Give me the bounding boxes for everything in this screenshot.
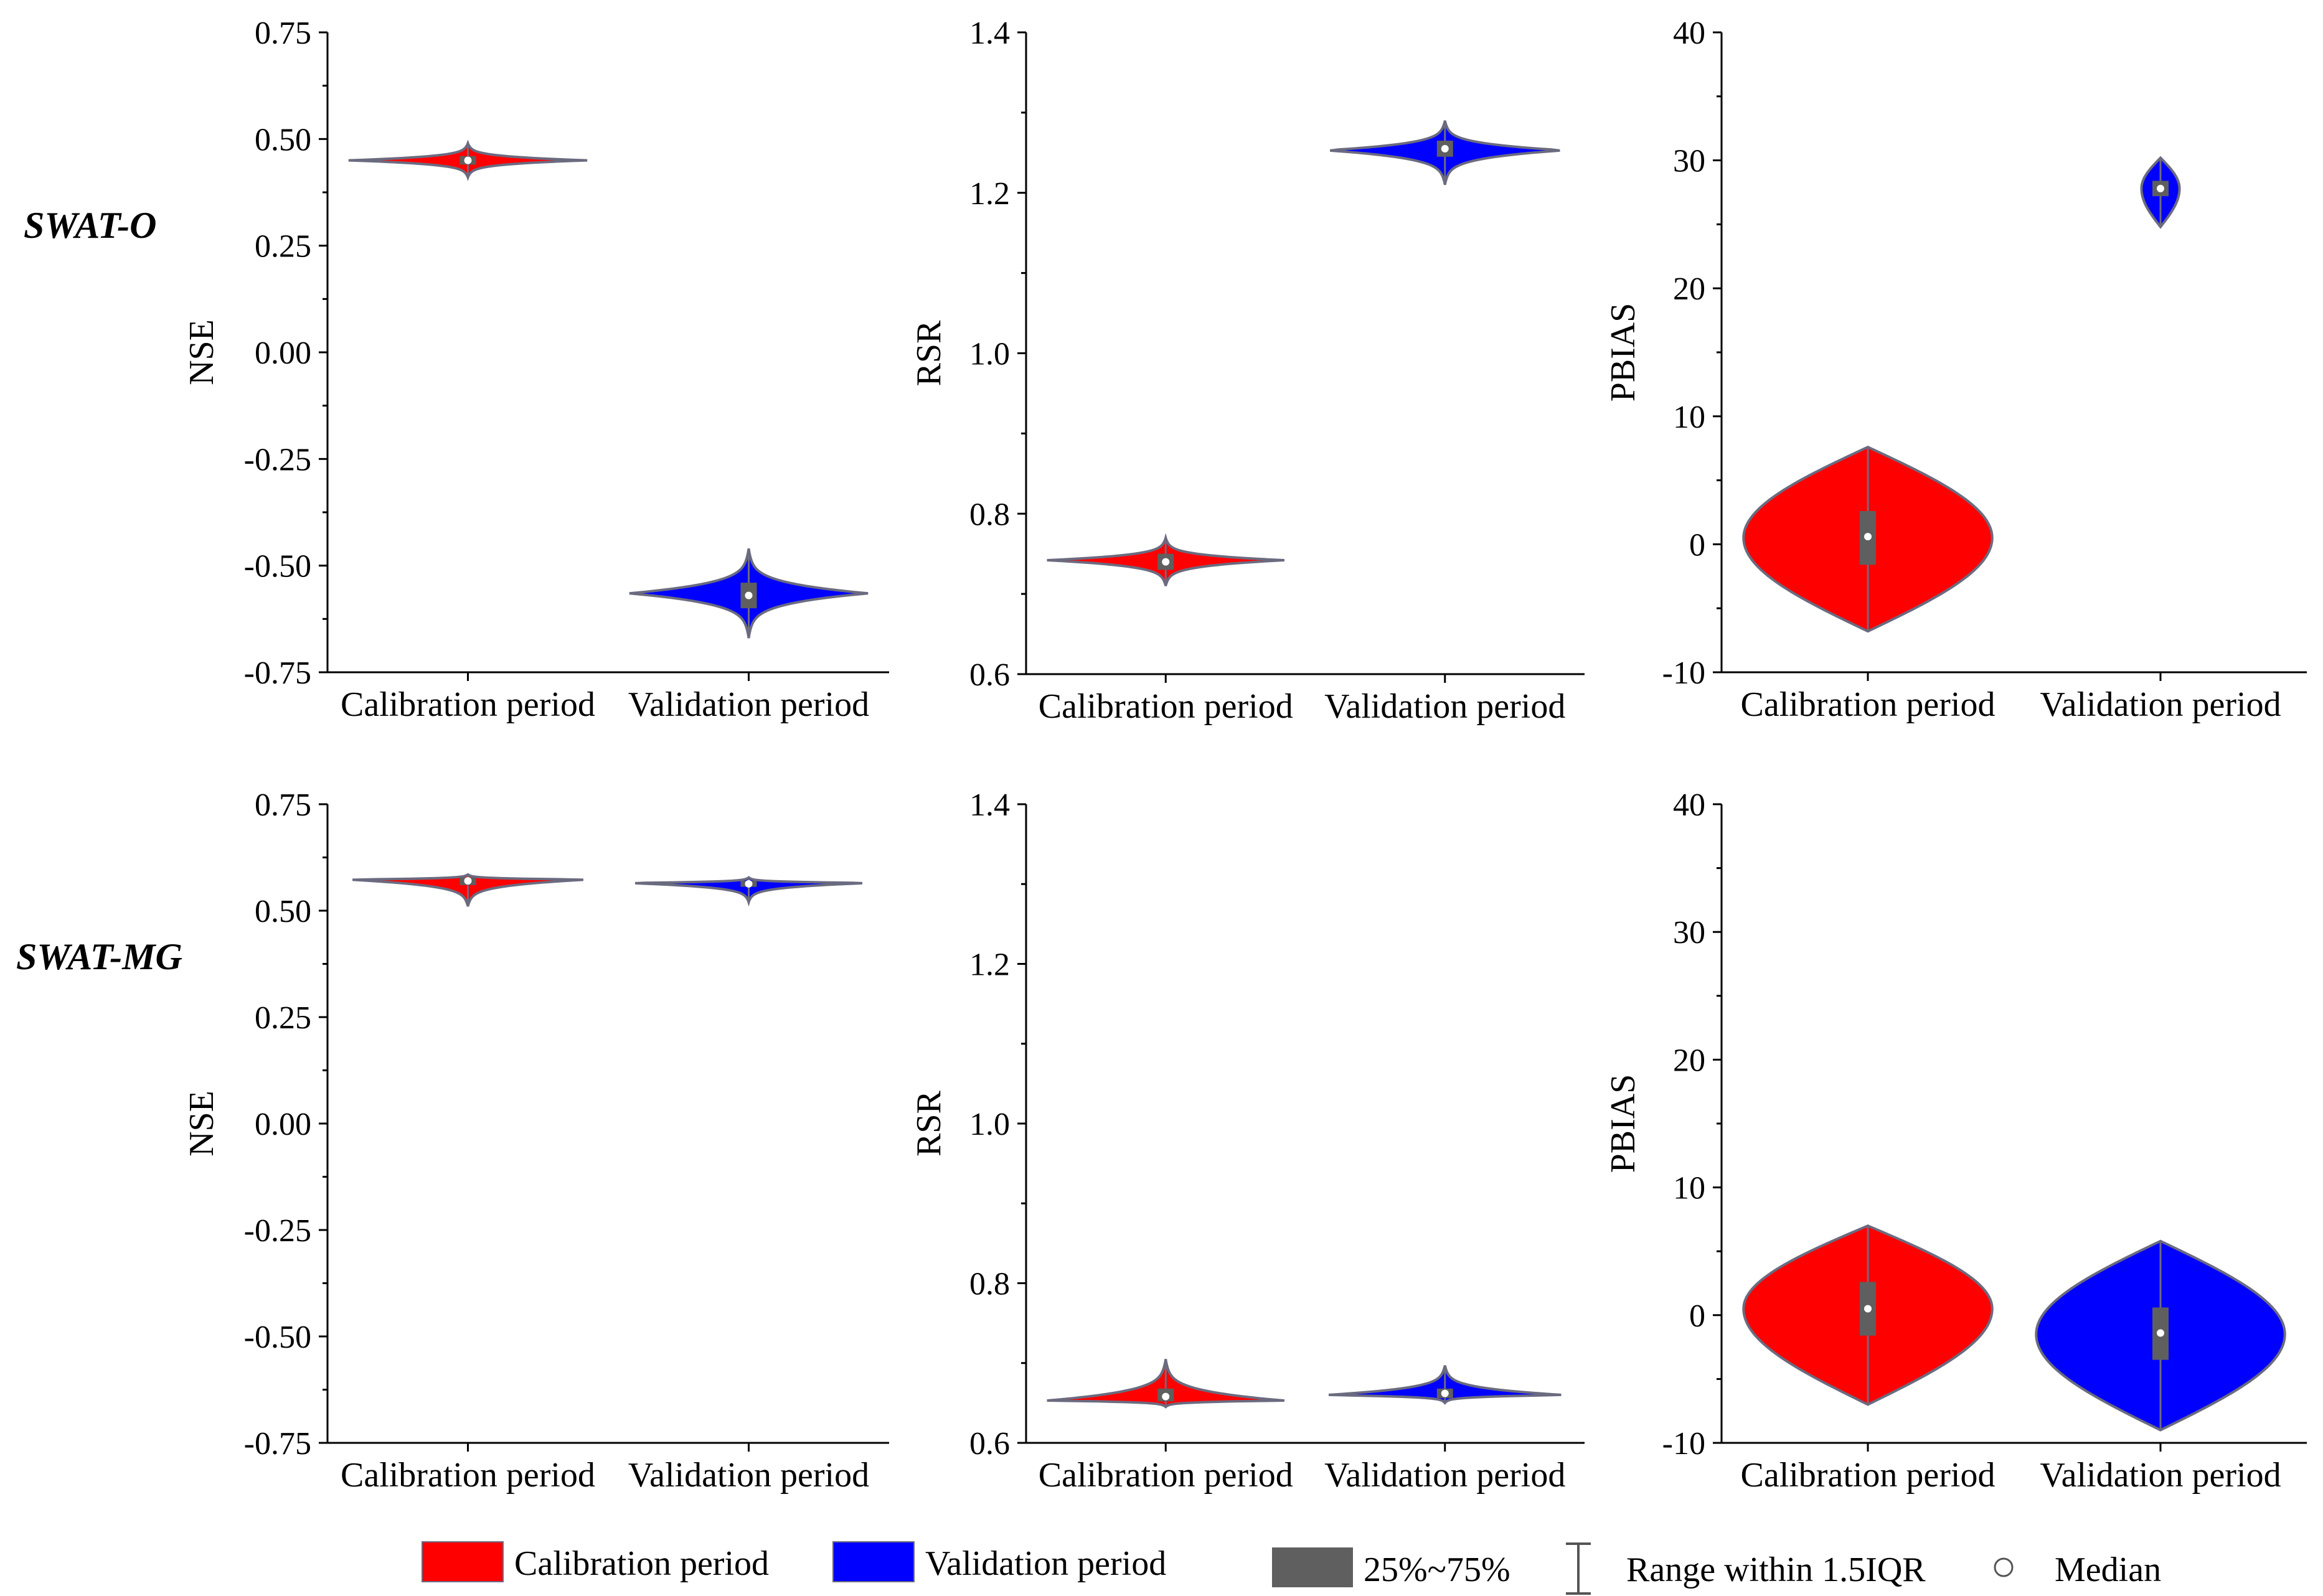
y-tick-label: -10 — [1662, 1426, 1705, 1462]
median-marker — [1441, 144, 1449, 153]
x-category-label: Validation period — [1324, 1456, 1565, 1495]
y-tick-label: 30 — [1673, 915, 1705, 951]
legend-label-range: Range within 1.5IQR — [1626, 1551, 1926, 1589]
row-label-swat-o: SWAT-O — [24, 205, 156, 246]
y-tick-label: -10 — [1662, 655, 1705, 691]
x-category-label: Calibration period — [341, 685, 595, 724]
median-marker — [464, 877, 472, 885]
legend-swatch-box — [1272, 1547, 1353, 1587]
y-tick-label: 1.2 — [969, 947, 1010, 983]
y-tick-label: 20 — [1673, 1043, 1705, 1078]
y-tick-label: 0.25 — [255, 229, 311, 265]
y-tick-label: 1.4 — [969, 787, 1010, 823]
legend: Calibration period Validation period 25%… — [422, 1541, 2161, 1595]
legend-range-icon — [1566, 1542, 1591, 1595]
x-category-label: Calibration period — [1740, 1456, 1995, 1495]
y-tick-label: 0.00 — [255, 1107, 311, 1142]
x-category-label: Validation period — [2040, 685, 2281, 724]
y-tick-label: -0.50 — [244, 1320, 311, 1355]
y-tick-label: 0.25 — [255, 1000, 311, 1036]
legend-swatch-validation — [832, 1541, 915, 1582]
median-marker — [1441, 1389, 1449, 1397]
y-tick-label: 0.75 — [255, 16, 311, 51]
panel-nse-swat-mg: 0.75 0.50 0.25 0.00 -0.25 -0.50 -0.75 Calibrati… — [182, 787, 889, 1495]
x-category-label: Validation period — [1324, 687, 1565, 726]
y-tick-label: -0.75 — [244, 1426, 311, 1462]
y-tick-label: 0.75 — [255, 787, 311, 823]
y-tick-label: 1.2 — [969, 176, 1010, 212]
y-axis-label: RSR — [910, 1090, 948, 1156]
panel-pbias-swat-o: 40 30 20 10 0 -10 Calibration period Validation… — [1604, 16, 2307, 724]
y-tick-label: -0.25 — [244, 442, 311, 477]
legend-label-calibration: Calibration period — [514, 1544, 769, 1583]
y-tick-label: 40 — [1673, 787, 1705, 823]
legend-swatch-calibration — [422, 1541, 504, 1582]
y-tick-label: -0.50 — [244, 549, 311, 584]
y-tick-label: 1.0 — [969, 337, 1010, 372]
legend-label-median: Median — [2055, 1551, 2161, 1589]
median-marker — [745, 591, 753, 599]
median-marker — [1864, 1305, 1872, 1313]
y-tick-label: 0.00 — [255, 336, 311, 371]
y-tick-label: 1.4 — [969, 16, 1010, 51]
y-tick-label: 0.6 — [969, 657, 1010, 693]
y-tick-label: 0 — [1689, 527, 1705, 563]
panel-rsr-swat-o: 1.4 1.2 1.0 0.8 0.6 Calibration period Validat… — [910, 16, 1585, 726]
axes — [326, 804, 889, 1444]
y-axis-label: NSE — [182, 319, 221, 385]
median-marker — [1162, 558, 1170, 566]
row-label-swat-mg: SWAT-MG — [16, 936, 182, 977]
median-marker — [1162, 1392, 1170, 1401]
panel-pbias-swat-mg: 40 30 20 10 0 -10 Calibration period Validation… — [1604, 787, 2307, 1495]
y-tick-label: 10 — [1673, 1171, 1705, 1206]
x-category-label: Validation period — [628, 1456, 869, 1495]
x-category-label: Validation period — [2040, 1456, 2281, 1495]
legend-label-validation: Validation period — [925, 1544, 1166, 1583]
y-tick-label: 1.0 — [969, 1107, 1010, 1142]
median-marker — [464, 156, 472, 164]
axes — [1025, 804, 1585, 1444]
panel-rsr-swat-mg: 1.4 1.2 1.0 0.8 0.6 Calibration period Validat… — [910, 787, 1585, 1495]
y-axis-label: NSE — [182, 1091, 221, 1157]
x-category-label: Calibration period — [1740, 685, 1995, 724]
x-category-label: Validation period — [628, 685, 869, 724]
y-tick-label: 40 — [1673, 16, 1705, 51]
axes — [1025, 32, 1585, 675]
x-category-label: Calibration period — [341, 1456, 595, 1495]
median-marker — [2157, 184, 2164, 192]
y-axis-label: RSR — [910, 320, 948, 386]
y-tick-label: 0.8 — [969, 497, 1010, 532]
panel-nse-swat-o: 0.75 0.50 0.25 0.00 -0.25 -0.50 -0.75 Calibrati… — [182, 16, 889, 724]
median-marker — [745, 880, 753, 888]
axes — [326, 32, 889, 674]
x-category-label: Calibration period — [1039, 1456, 1293, 1495]
legend-median-icon — [1994, 1557, 2014, 1577]
y-tick-label: 20 — [1673, 271, 1705, 307]
y-tick-label: 0.50 — [255, 894, 311, 929]
y-tick-label: 10 — [1673, 400, 1705, 435]
y-tick-label: -0.25 — [244, 1213, 311, 1249]
median-marker — [1864, 533, 1872, 541]
y-axis-label: PBIAS — [1604, 1074, 1642, 1173]
median-marker — [2157, 1329, 2164, 1337]
y-tick-label: 30 — [1673, 144, 1705, 179]
y-tick-label: -0.75 — [244, 655, 311, 691]
chart-panels: 0.75 0.50 0.25 0.00 -0.25 -0.50 -0.75 Calibrati… — [182, 16, 2307, 1495]
y-tick-label: 0.50 — [255, 122, 311, 157]
y-axis-label: PBIAS — [1604, 303, 1642, 402]
y-tick-label: 0.8 — [969, 1267, 1010, 1302]
x-category-label: Calibration period — [1039, 687, 1293, 726]
legend-label-box: 25%~75% — [1364, 1551, 1510, 1589]
y-tick-label: 0 — [1689, 1298, 1705, 1334]
y-tick-label: 0.6 — [969, 1426, 1010, 1462]
